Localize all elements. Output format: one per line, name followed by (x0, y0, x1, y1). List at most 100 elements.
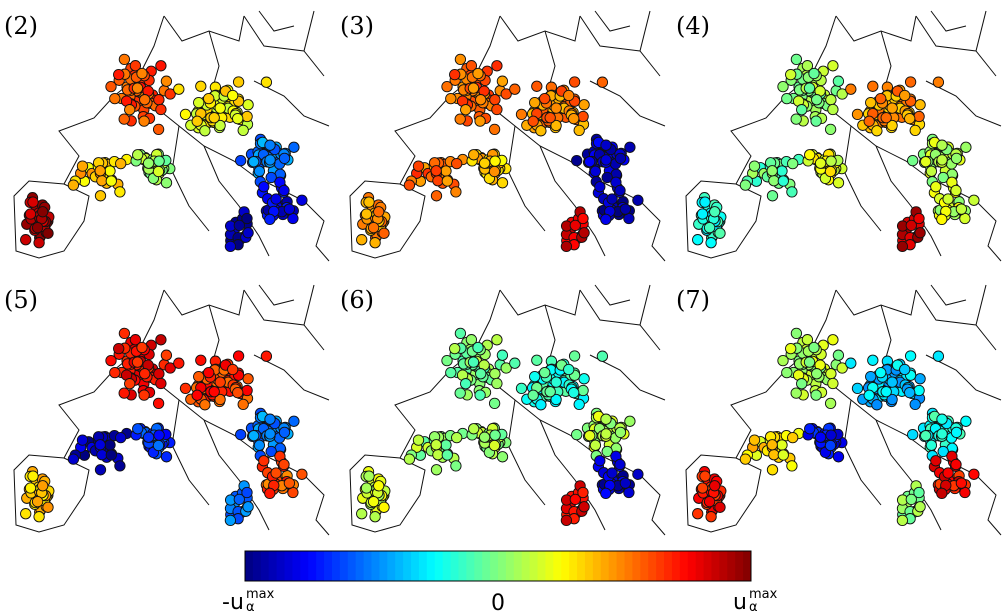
grid-node (936, 213, 948, 226)
grid-node (199, 399, 211, 411)
grid-node (781, 92, 793, 105)
grid-node (696, 482, 709, 494)
grid-node (94, 464, 107, 476)
colorbar-cell (466, 551, 475, 581)
grid-node (468, 423, 480, 435)
grid-node (594, 455, 606, 467)
grid-node (474, 115, 486, 127)
grid-node (441, 80, 453, 93)
grid-node (600, 428, 612, 440)
grid-node (109, 92, 121, 105)
grid-node (563, 89, 575, 102)
country-border (203, 419, 270, 531)
grid-node (94, 190, 107, 202)
colorbar-cell (363, 551, 372, 581)
country-border (875, 145, 942, 257)
country-border (13, 180, 90, 259)
colorbar-cell (482, 551, 491, 581)
panel-label: (4) (676, 12, 710, 40)
grid-node (550, 119, 562, 132)
grid-node (454, 53, 467, 66)
grid-node (214, 393, 226, 406)
grid-node (155, 334, 167, 346)
mode-panel: (6) (340, 284, 666, 536)
grid-node (451, 157, 463, 170)
grid-node (179, 108, 192, 121)
colorbar-cell (703, 551, 712, 581)
country-border (253, 354, 330, 401)
grid-node (913, 384, 925, 397)
grid-node (460, 104, 472, 116)
grid-node (535, 399, 547, 411)
grid-node (440, 165, 452, 177)
grid-node (37, 206, 49, 218)
grid-node (766, 165, 778, 177)
grid-node (241, 110, 253, 123)
grid-node (467, 82, 480, 94)
country-border (925, 354, 1002, 401)
grid-node (155, 60, 167, 72)
country-border (394, 289, 501, 459)
colorbar-cell (545, 551, 554, 581)
grid-node (851, 382, 864, 395)
colorbar-cell (411, 551, 420, 581)
grid-node (904, 350, 917, 362)
country-border (203, 145, 270, 257)
grid-node (766, 464, 779, 476)
colorbar-cell (339, 551, 349, 581)
grid-node (164, 362, 176, 374)
colorbar-cell (584, 551, 594, 581)
grid-node (153, 429, 165, 441)
grid-node (467, 356, 480, 368)
country-border (258, 284, 295, 306)
grid-node (925, 439, 938, 451)
grid-node (796, 378, 808, 390)
panel-label: (5) (4, 286, 38, 314)
grid-node (703, 495, 716, 508)
colorbar-zero-label: 0 (491, 591, 505, 614)
grid-node (886, 102, 898, 114)
country-border (589, 80, 666, 127)
grid-node (824, 123, 837, 136)
colorbar-cell (276, 551, 286, 581)
grid-node (936, 428, 948, 440)
grid-node (867, 80, 879, 92)
country-border (730, 15, 837, 185)
grid-node (138, 115, 150, 127)
grid-node (224, 514, 237, 527)
grid-node (913, 212, 925, 225)
grid-node (509, 83, 521, 95)
colorbar-cell (284, 551, 293, 581)
colorbar-cell (743, 551, 752, 581)
colorbar-min-superscript: max (246, 587, 275, 602)
grid-node (67, 179, 80, 191)
colorbar-cell (719, 551, 728, 581)
grid-node (569, 219, 581, 232)
grid-node (950, 152, 963, 165)
grid-node (454, 387, 466, 399)
grid-node (696, 208, 709, 220)
grid-node (160, 451, 173, 463)
grid-node (942, 467, 954, 479)
panel-label: (6) (340, 286, 374, 314)
country-border (835, 289, 917, 316)
grid-node (363, 196, 375, 208)
grid-node (242, 501, 254, 513)
grid-node (539, 92, 551, 105)
grid-node (925, 165, 938, 177)
colorbar-cell (735, 551, 744, 581)
grid-node (714, 227, 726, 239)
grid-node (105, 449, 117, 461)
grid-node (283, 203, 296, 215)
colorbar-max-subscript: α (749, 600, 758, 614)
grid-node (614, 184, 626, 197)
country-border (915, 289, 997, 351)
grid-node (796, 104, 808, 116)
grid-node (573, 124, 585, 137)
colorbar-cell (418, 551, 428, 581)
grid-node (790, 53, 803, 66)
grid-node (233, 219, 245, 232)
grid-node (20, 508, 32, 520)
grid-node (33, 511, 45, 523)
country-border (685, 180, 762, 259)
